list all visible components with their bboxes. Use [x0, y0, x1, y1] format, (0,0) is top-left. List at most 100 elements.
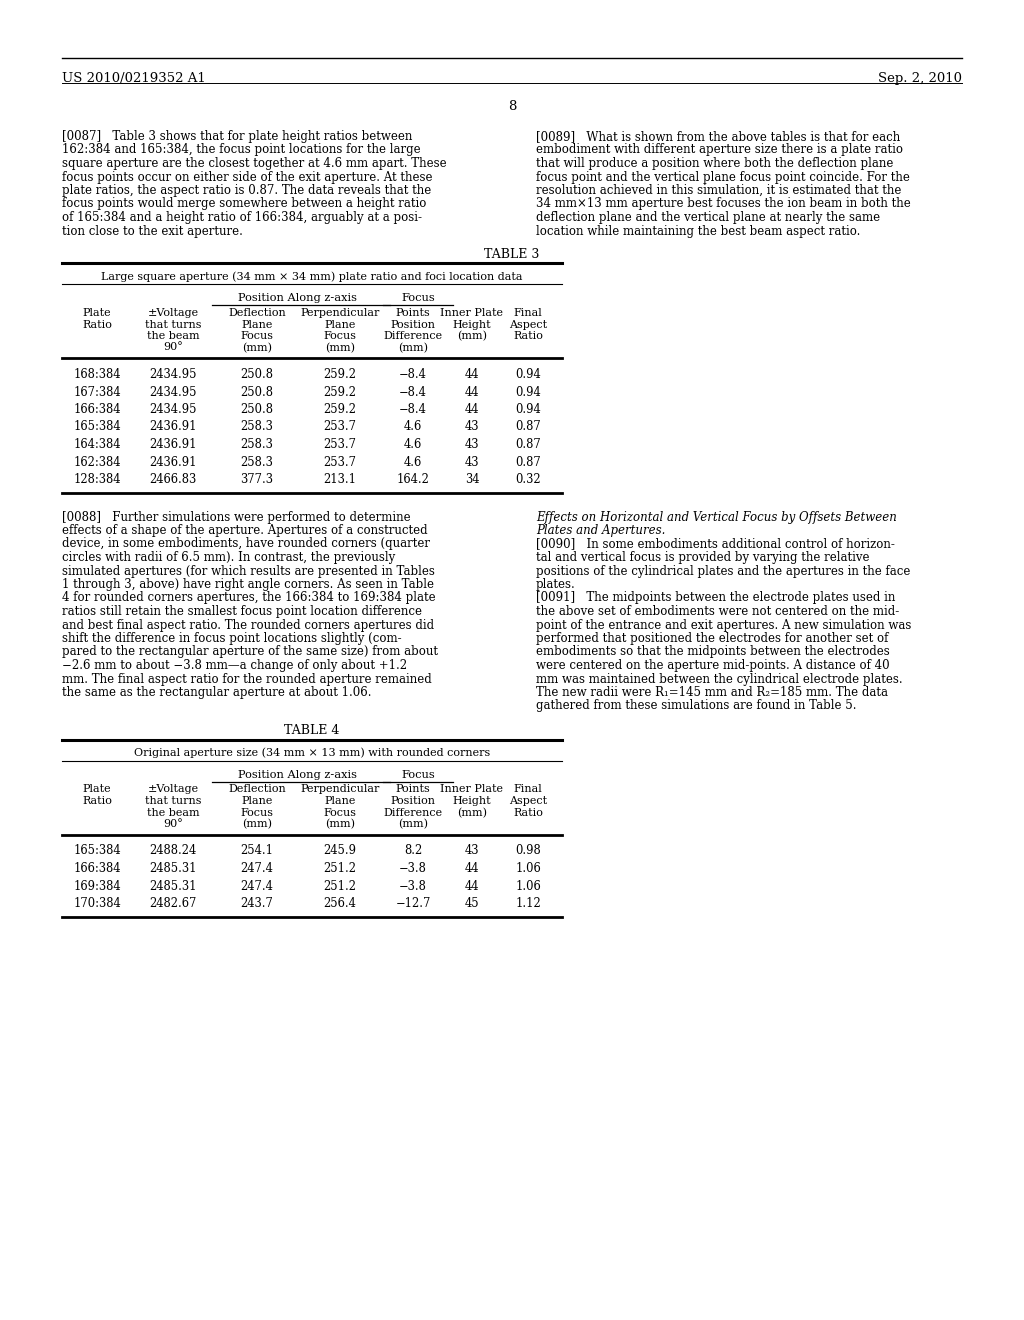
Text: 44: 44: [465, 403, 479, 416]
Text: 8.2: 8.2: [403, 845, 422, 858]
Text: embodiments so that the midpoints between the electrodes: embodiments so that the midpoints betwee…: [536, 645, 890, 659]
Text: 43: 43: [465, 438, 479, 451]
Text: circles with radii of 6.5 mm). In contrast, the previously: circles with radii of 6.5 mm). In contra…: [62, 550, 395, 564]
Text: 43: 43: [465, 455, 479, 469]
Text: tion close to the exit aperture.: tion close to the exit aperture.: [62, 224, 243, 238]
Text: TABLE 3: TABLE 3: [484, 248, 540, 261]
Text: 2466.83: 2466.83: [150, 473, 197, 486]
Text: Height: Height: [453, 796, 492, 807]
Text: −8.4: −8.4: [399, 385, 427, 399]
Text: (mm): (mm): [398, 342, 428, 352]
Text: plates.: plates.: [536, 578, 575, 591]
Text: ratios still retain the smallest focus point location difference: ratios still retain the smallest focus p…: [62, 605, 422, 618]
Text: that turns: that turns: [144, 796, 202, 807]
Text: 258.3: 258.3: [241, 455, 273, 469]
Text: 44: 44: [465, 879, 479, 892]
Text: 250.8: 250.8: [241, 403, 273, 416]
Text: 43: 43: [465, 845, 479, 858]
Text: −3.8: −3.8: [399, 879, 427, 892]
Text: 34 mm×13 mm aperture best focuses the ion beam in both the: 34 mm×13 mm aperture best focuses the io…: [536, 198, 910, 210]
Text: 162:384 and 165:384, the focus point locations for the large: 162:384 and 165:384, the focus point loc…: [62, 144, 421, 157]
Text: 253.7: 253.7: [324, 455, 356, 469]
Text: Ratio: Ratio: [82, 796, 112, 807]
Text: 0.87: 0.87: [515, 421, 541, 433]
Text: 90°: 90°: [163, 342, 183, 352]
Text: 258.3: 258.3: [241, 421, 273, 433]
Text: Points: Points: [395, 784, 430, 795]
Text: 4.6: 4.6: [403, 455, 422, 469]
Text: 250.8: 250.8: [241, 368, 273, 381]
Text: Plane: Plane: [242, 319, 272, 330]
Text: 90°: 90°: [163, 818, 183, 829]
Text: Deflection: Deflection: [228, 784, 286, 795]
Text: [0090]   In some embodiments additional control of horizon-: [0090] In some embodiments additional co…: [536, 537, 895, 550]
Text: 170:384: 170:384: [73, 898, 121, 909]
Text: (mm): (mm): [457, 808, 487, 818]
Text: 251.2: 251.2: [324, 862, 356, 875]
Text: [0087]   Table 3 shows that for plate height ratios between: [0087] Table 3 shows that for plate heig…: [62, 129, 413, 143]
Text: 0.87: 0.87: [515, 455, 541, 469]
Text: Position: Position: [390, 796, 435, 807]
Text: Plane: Plane: [242, 796, 272, 807]
Text: Ratio: Ratio: [82, 319, 112, 330]
Text: deflection plane and the vertical plane at nearly the same: deflection plane and the vertical plane …: [536, 211, 880, 224]
Text: Original aperture size (34 mm × 13 mm) with rounded corners: Original aperture size (34 mm × 13 mm) w…: [134, 747, 490, 758]
Text: Inner Plate: Inner Plate: [440, 784, 504, 795]
Text: −12.7: −12.7: [395, 898, 431, 909]
Text: resolution achieved in this simulation, it is estimated that the: resolution achieved in this simulation, …: [536, 183, 901, 197]
Text: 165:384: 165:384: [73, 421, 121, 433]
Text: 44: 44: [465, 385, 479, 399]
Text: 1.12: 1.12: [515, 898, 541, 909]
Text: 168:384: 168:384: [74, 368, 121, 381]
Text: Ratio: Ratio: [513, 331, 543, 341]
Text: 243.7: 243.7: [241, 898, 273, 909]
Text: 2485.31: 2485.31: [150, 879, 197, 892]
Text: 2434.95: 2434.95: [150, 403, 197, 416]
Text: Position Along z-axis: Position Along z-axis: [239, 770, 357, 780]
Text: 2434.95: 2434.95: [150, 385, 197, 399]
Text: of 165:384 and a height ratio of 166:384, arguably at a posi-: of 165:384 and a height ratio of 166:384…: [62, 211, 422, 224]
Text: focus points occur on either side of the exit aperture. At these: focus points occur on either side of the…: [62, 170, 432, 183]
Text: ±Voltage: ±Voltage: [147, 784, 199, 795]
Text: 0.94: 0.94: [515, 368, 541, 381]
Text: Height: Height: [453, 319, 492, 330]
Text: Aspect: Aspect: [509, 796, 547, 807]
Text: Sep. 2, 2010: Sep. 2, 2010: [878, 73, 962, 84]
Text: simulated apertures (for which results are presented in Tables: simulated apertures (for which results a…: [62, 565, 435, 578]
Text: 259.2: 259.2: [324, 403, 356, 416]
Text: [0089]   What is shown from the above tables is that for each: [0089] What is shown from the above tabl…: [536, 129, 900, 143]
Text: 256.4: 256.4: [324, 898, 356, 909]
Text: 44: 44: [465, 862, 479, 875]
Text: −8.4: −8.4: [399, 403, 427, 416]
Text: Plane: Plane: [325, 319, 355, 330]
Text: Focus: Focus: [401, 770, 435, 780]
Text: Focus: Focus: [324, 808, 356, 817]
Text: 258.3: 258.3: [241, 438, 273, 451]
Text: 162:384: 162:384: [74, 455, 121, 469]
Text: Points: Points: [395, 308, 430, 318]
Text: Focus: Focus: [241, 331, 273, 341]
Text: 2482.67: 2482.67: [150, 898, 197, 909]
Text: 0.94: 0.94: [515, 403, 541, 416]
Text: location while maintaining the best beam aspect ratio.: location while maintaining the best beam…: [536, 224, 860, 238]
Text: [0091]   The midpoints between the electrode plates used in: [0091] The midpoints between the electro…: [536, 591, 895, 605]
Text: 253.7: 253.7: [324, 421, 356, 433]
Text: and best final aspect ratio. The rounded corners apertures did: and best final aspect ratio. The rounded…: [62, 619, 434, 631]
Text: (mm): (mm): [398, 818, 428, 829]
Text: effects of a shape of the aperture. Apertures of a constructed: effects of a shape of the aperture. Aper…: [62, 524, 428, 537]
Text: 1.06: 1.06: [515, 862, 541, 875]
Text: Effects on Horizontal and Vertical Focus by Offsets Between: Effects on Horizontal and Vertical Focus…: [536, 511, 897, 524]
Text: 2434.95: 2434.95: [150, 368, 197, 381]
Text: (mm): (mm): [242, 342, 272, 352]
Text: 34: 34: [465, 473, 479, 486]
Text: 2485.31: 2485.31: [150, 862, 197, 875]
Text: TABLE 4: TABLE 4: [285, 725, 340, 738]
Text: Plate: Plate: [83, 784, 112, 795]
Text: 247.4: 247.4: [241, 862, 273, 875]
Text: Inner Plate: Inner Plate: [440, 308, 504, 318]
Text: Position: Position: [390, 319, 435, 330]
Text: 254.1: 254.1: [241, 845, 273, 858]
Text: 128:384: 128:384: [74, 473, 121, 486]
Text: 167:384: 167:384: [73, 385, 121, 399]
Text: Aspect: Aspect: [509, 319, 547, 330]
